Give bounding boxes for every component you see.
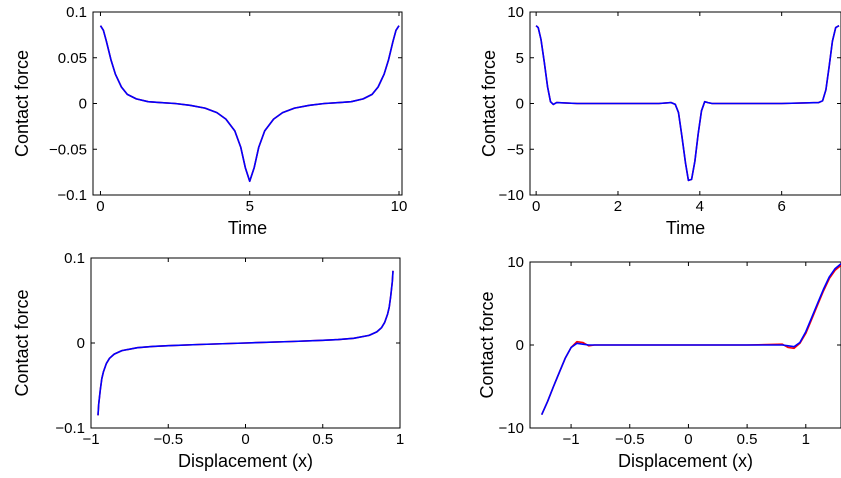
- y-tick-label: −10: [499, 187, 524, 204]
- x-tick-label: 0.5: [737, 431, 758, 448]
- y-axis-label: Contact force: [12, 289, 32, 396]
- x-tick-label: 0: [241, 431, 249, 448]
- x-tick-label: −0.5: [615, 431, 645, 448]
- y-tick-label: 0: [79, 96, 87, 113]
- y-tick-label: −5: [507, 141, 524, 158]
- chart-top-right: 0 2 4 6 10 5 0 −5 −10 Time Contact force: [479, 4, 841, 238]
- plot-area: [92, 11, 403, 196]
- y-tick-label: −10: [499, 420, 524, 437]
- y-tick-label: 10: [507, 4, 524, 21]
- x-tick-label: 1: [802, 431, 810, 448]
- chart-top-left: 0 5 10 0.1 0.05 0 −0.05 −0.1 Time Contact force: [12, 4, 407, 238]
- x-tick-label: 2: [614, 198, 622, 215]
- x-tick-label: 1: [396, 431, 404, 448]
- x-axis-label: Displacement (x): [178, 451, 313, 471]
- y-axis-label: Contact force: [479, 50, 499, 157]
- series-line-blue: [540, 263, 841, 416]
- x-tick-label: −1: [563, 431, 580, 448]
- series-line-blue: [535, 25, 840, 182]
- x-tick-label: 0: [96, 198, 104, 215]
- y-tick-label: −0.1: [55, 420, 85, 437]
- y-tick-label: 0.1: [66, 4, 87, 21]
- x-tick-label: 5: [246, 198, 254, 215]
- y-tick-label: 0: [516, 337, 524, 354]
- x-tick-label: 10: [391, 198, 408, 215]
- x-tick-label: 0: [532, 198, 540, 215]
- x-tick-label: 4: [696, 198, 704, 215]
- y-tick-label: 5: [516, 50, 524, 67]
- y-tick-label: 0: [516, 96, 524, 113]
- y-axis-label: Contact force: [12, 50, 32, 157]
- y-tick-label: 0.05: [58, 50, 87, 67]
- x-axis-label: Displacement (x): [618, 451, 753, 471]
- y-tick-label: 10: [507, 254, 524, 271]
- x-tick-label: 6: [777, 198, 785, 215]
- chart-bottom-left: −1 −0.5 0 0.5 1 0.1 0 −0.1 Displacement (x) Conta…: [12, 250, 404, 471]
- y-tick-label: 0: [77, 335, 85, 352]
- series-line-blue: [97, 270, 394, 416]
- x-tick-label: 0.5: [312, 431, 333, 448]
- x-axis-label: Time: [228, 218, 267, 238]
- x-axis-label: Time: [666, 218, 705, 238]
- x-tick-label: −1: [82, 431, 99, 448]
- x-tick-label: 0: [684, 431, 692, 448]
- y-tick-label: −0.1: [57, 187, 87, 204]
- x-tick-label: −0.5: [153, 431, 183, 448]
- series-line-blue: [99, 25, 400, 183]
- y-tick-label: 0.1: [64, 250, 85, 267]
- y-axis-label: Contact force: [477, 291, 497, 398]
- y-tick-label: −0.05: [49, 141, 87, 158]
- chart-bottom-right: −1 −0.5 0 0.5 1 10 0 −10 Displacement (x) Contact…: [477, 254, 841, 471]
